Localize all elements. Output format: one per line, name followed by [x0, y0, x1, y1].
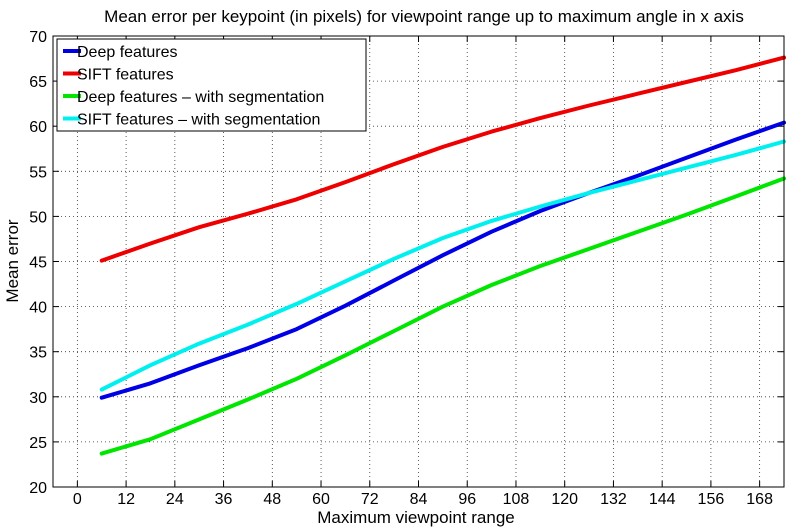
x-tick-label: 84	[410, 491, 428, 508]
x-tick-label: 24	[166, 491, 184, 508]
x-axis-label: Maximum viewpoint range	[317, 508, 514, 527]
y-tick-label: 65	[29, 74, 47, 91]
y-tick-label: 20	[29, 480, 47, 497]
y-tick-label: 45	[29, 255, 47, 272]
series-lines	[99, 55, 786, 456]
x-tick-label: 36	[215, 491, 233, 508]
series-line-3	[99, 176, 786, 456]
series-line-4	[99, 139, 786, 392]
y-tick-label: 25	[29, 435, 47, 452]
x-tick-label: 96	[458, 491, 476, 508]
legend-label: Deep features – with segmentation	[77, 89, 324, 106]
x-tick-label: 132	[600, 491, 627, 508]
y-tick-label: 40	[29, 300, 47, 317]
x-tick-label: 120	[551, 491, 578, 508]
series-line-1	[99, 120, 786, 400]
x-tick-label: 156	[698, 491, 725, 508]
series-line-2	[99, 55, 786, 263]
y-axis-label: Mean error	[3, 219, 22, 302]
legend-label: SIFT features – with segmentation	[77, 112, 320, 129]
x-tick-label: 144	[649, 491, 676, 508]
y-tick-label: 35	[29, 345, 47, 362]
x-tick-label: 72	[361, 491, 379, 508]
y-tick-label: 55	[29, 164, 47, 181]
axis-ticks: 0 12 24 36 48 60 72 84 96 108 120 132 144 156 168 20 25 3…	[29, 29, 784, 508]
legend-box	[56, 38, 367, 132]
legend-label: Deep features	[77, 44, 178, 61]
chart-title: Mean error per keypoint (in pixels) for …	[104, 7, 744, 26]
x-tick-label: 60	[312, 491, 330, 508]
y-tick-label: 70	[29, 29, 47, 46]
x-tick-label: 168	[746, 491, 773, 508]
legend-label: SIFT features	[77, 67, 174, 84]
x-tick-label: 0	[73, 491, 82, 508]
y-tick-label: 50	[29, 209, 47, 226]
x-tick-label: 48	[263, 491, 281, 508]
y-tick-label: 30	[29, 390, 47, 407]
y-tick-label: 60	[29, 119, 47, 136]
x-tick-label: 12	[117, 491, 135, 508]
x-tick-label: 108	[503, 491, 530, 508]
legend: Deep features SIFT features Deep features …	[56, 38, 367, 132]
